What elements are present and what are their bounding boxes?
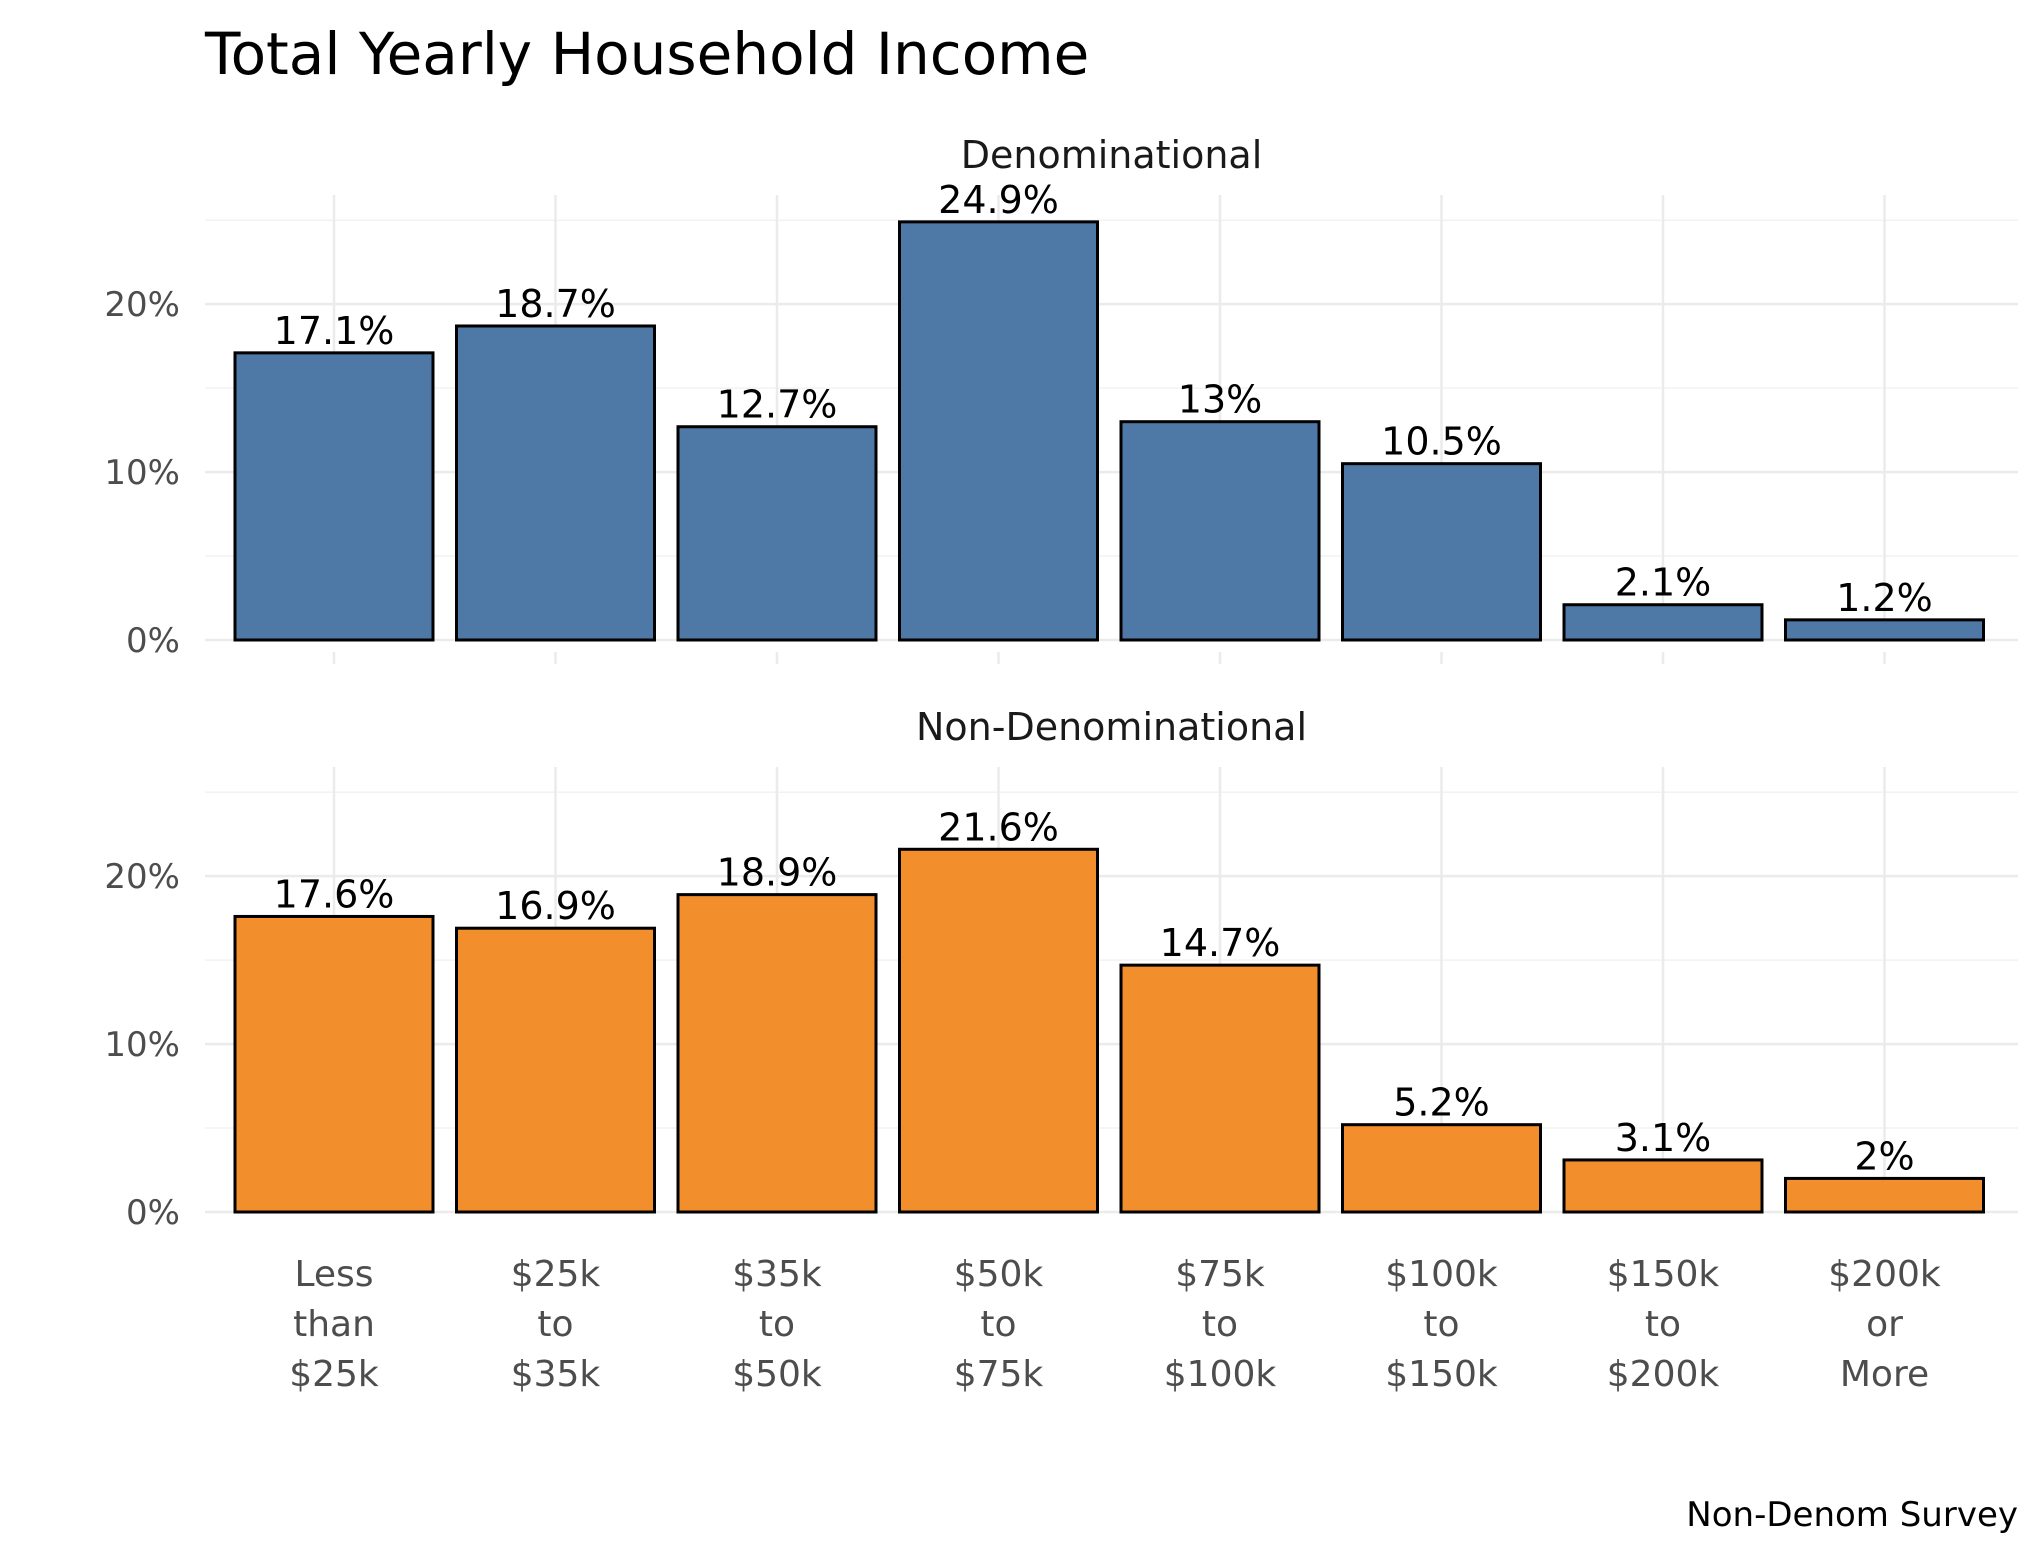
x-tick-label: $25k to $35k	[511, 1254, 601, 1395]
y-tick-label: 20%	[104, 285, 180, 325]
data-label: 17.1%	[274, 309, 395, 353]
y-tick-label: 10%	[104, 453, 180, 493]
bar	[455, 926, 656, 1214]
x-tick-label-line: $100k	[1164, 1354, 1277, 1395]
x-tick-label-line: $150k	[1607, 1254, 1720, 1295]
x-tick-label-line: $25k	[511, 1254, 601, 1295]
bar	[1341, 462, 1542, 642]
facet-panel: Non-Denominational 0% 10% 20% 17.6% 16.9% 18.9…	[104, 705, 2018, 1233]
x-tick-label: Less than $25k	[289, 1254, 379, 1395]
x-tick-label-line: than	[293, 1304, 375, 1345]
chart-title: Total Yearly Household Income	[204, 20, 1089, 88]
data-label: 24.9%	[938, 178, 1059, 222]
data-label: 18.9%	[717, 851, 838, 895]
x-tick-label: $75k to $100k	[1164, 1254, 1277, 1395]
bar	[1562, 1158, 1764, 1214]
x-tick-label-line: to	[980, 1304, 1016, 1345]
bar	[233, 914, 435, 1214]
x-tick-label-line: $200k	[1828, 1254, 1941, 1295]
data-label: 10.5%	[1381, 420, 1502, 464]
x-tick-label-line: to	[759, 1304, 795, 1345]
bar	[1341, 1123, 1542, 1214]
data-label: 18.7%	[495, 282, 616, 326]
data-label: 3.1%	[1615, 1116, 1712, 1160]
x-tick-label-line: $50k	[732, 1354, 822, 1395]
chart-caption: Non-Denom Survey	[1686, 1495, 2018, 1535]
x-tick-label-line: $200k	[1607, 1354, 1720, 1395]
x-tick-label-line: $150k	[1385, 1354, 1498, 1395]
data-label: 2.1%	[1615, 561, 1712, 605]
y-tick-label: 0%	[126, 621, 180, 661]
x-tick-label-line: More	[1840, 1354, 1929, 1395]
bar	[233, 351, 435, 642]
bar	[1784, 1176, 1985, 1214]
data-label: 16.9%	[495, 884, 616, 928]
facet-label: Non-Denominational	[916, 705, 1307, 749]
x-axis: Less than $25k$25k to $35k$35k to $50k$50k to $7…	[289, 652, 1941, 1395]
data-label: 13%	[1178, 378, 1262, 422]
x-tick-label-line: $75k	[1175, 1254, 1265, 1295]
data-label: 1.2%	[1836, 576, 1933, 620]
data-label: 17.6%	[274, 872, 395, 916]
facet-panel: Denominational 0% 10% 20% 17.1% 18.7% 12.7% 24.…	[104, 133, 2018, 661]
bar	[898, 847, 1099, 1214]
x-tick-label: $150k to $200k	[1607, 1254, 1720, 1395]
bar	[1119, 963, 1321, 1214]
facet-panels: Denominational 0% 10% 20% 17.1% 18.7% 12.7% 24.…	[104, 133, 2018, 1233]
x-tick-label-line: to	[1645, 1304, 1681, 1345]
x-tick-label-line: or	[1866, 1304, 1903, 1345]
data-label: 12.7%	[717, 383, 838, 427]
bar	[1784, 618, 1985, 642]
data-label: 14.7%	[1160, 921, 1281, 965]
x-tick-label-line: to	[1423, 1304, 1459, 1345]
bar	[898, 220, 1099, 642]
data-label: 2%	[1854, 1134, 1914, 1178]
bar	[676, 425, 878, 642]
x-tick-label-line: $35k	[732, 1254, 822, 1295]
data-label: 21.6%	[938, 805, 1059, 849]
facet-label: Denominational	[961, 133, 1263, 177]
x-tick-label: $35k to $50k	[732, 1254, 822, 1395]
x-tick-label-line: $100k	[1385, 1254, 1498, 1295]
x-tick-label-line: to	[537, 1304, 573, 1345]
x-tick-label-line: Less	[294, 1254, 373, 1295]
y-tick-label: 10%	[104, 1025, 180, 1065]
x-tick-label-line: $25k	[289, 1354, 379, 1395]
bar	[1119, 420, 1321, 642]
x-tick-label-line: to	[1202, 1304, 1238, 1345]
data-label: 5.2%	[1393, 1081, 1490, 1125]
x-tick-label-line: $50k	[954, 1254, 1044, 1295]
x-tick-label: $50k to $75k	[954, 1254, 1044, 1395]
bar	[676, 893, 878, 1214]
bar	[1562, 603, 1764, 642]
x-tick-label-line: $35k	[511, 1354, 601, 1395]
x-tick-label-line: $75k	[954, 1354, 1044, 1395]
y-tick-label: 0%	[126, 1193, 180, 1233]
y-tick-label: 20%	[104, 857, 180, 897]
x-tick-label: $100k to $150k	[1385, 1254, 1498, 1395]
bar	[455, 324, 656, 642]
x-tick-label: $200k or More	[1828, 1254, 1941, 1395]
